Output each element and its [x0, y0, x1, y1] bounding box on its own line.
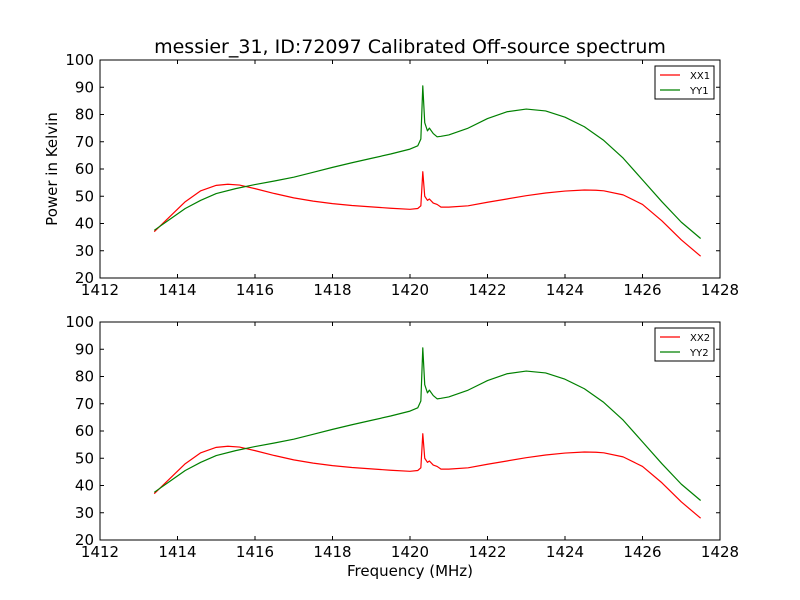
legend-label-xx2: XX2 — [690, 333, 710, 344]
x-tick-label: 1418 — [313, 543, 351, 561]
y-tick-label: 40 — [75, 215, 94, 233]
x-tick-label: 1420 — [391, 543, 429, 561]
y-tick-label: 70 — [75, 395, 94, 413]
x-tick-label: 1426 — [623, 543, 661, 561]
x-tick-label: 1412 — [81, 543, 119, 561]
y-tick-label: 80 — [75, 106, 94, 124]
x-tick-label: 1414 — [158, 281, 196, 299]
series-line-xx2 — [153, 433, 702, 519]
y-tick-label: 100 — [65, 313, 94, 331]
legend-box — [654, 65, 715, 100]
x-tick-label: 1416 — [236, 281, 274, 299]
x-axis-label: Frequency (MHz) — [347, 562, 473, 580]
legend-label-yy1: YY1 — [689, 86, 709, 97]
y-tick-label: 80 — [75, 368, 94, 386]
y-tick-label: 60 — [75, 160, 94, 178]
bottom-subplot: 1412 1414 1416 1418 1420 1422 1424 1426 1428 20 30… — [65, 313, 739, 580]
y-tick-label: 40 — [75, 477, 94, 495]
top-subplot: 1412 1414 1416 1418 1420 1422 1424 1426 1428 20 30… — [43, 51, 739, 299]
x-tick-label: 1428 — [701, 281, 739, 299]
x-tick-label: 1422 — [468, 281, 506, 299]
y-tick-label: 60 — [75, 422, 94, 440]
y-tick-label: 100 — [65, 51, 94, 69]
series-line-yy2 — [153, 347, 702, 501]
series-line-xx1 — [153, 171, 702, 257]
y-axis-label: Power in Kelvin — [43, 112, 61, 226]
legend-box — [654, 327, 715, 362]
x-tick-label: 1424 — [546, 543, 584, 561]
y-tick-label: 90 — [75, 78, 94, 96]
x-tick-label: 1426 — [623, 281, 661, 299]
figure-title: messier_31, ID:72097 Calibrated Off-sour… — [154, 36, 666, 58]
x-tick-label: 1420 — [391, 281, 429, 299]
x-tick-label: 1428 — [701, 543, 739, 561]
y-tick-label: 30 — [75, 242, 94, 260]
y-tick-label: 50 — [75, 449, 94, 467]
x-tick-label: 1416 — [236, 543, 274, 561]
y-tick-label: 90 — [75, 340, 94, 358]
x-tick-label: 1414 — [158, 543, 196, 561]
legend-label-yy2: YY2 — [689, 348, 709, 359]
y-tick-label: 70 — [75, 133, 94, 151]
y-tick-label: 20 — [75, 531, 94, 549]
legend-label-xx1: XX1 — [690, 71, 710, 82]
y-tick-label: 20 — [75, 269, 94, 287]
series-line-yy1 — [153, 85, 702, 239]
x-tick-label: 1418 — [313, 281, 351, 299]
x-tick-label: 1412 — [81, 281, 119, 299]
x-tick-label: 1422 — [468, 543, 506, 561]
x-tick-label: 1424 — [546, 281, 584, 299]
y-tick-label: 50 — [75, 187, 94, 205]
y-tick-label: 30 — [75, 504, 94, 522]
